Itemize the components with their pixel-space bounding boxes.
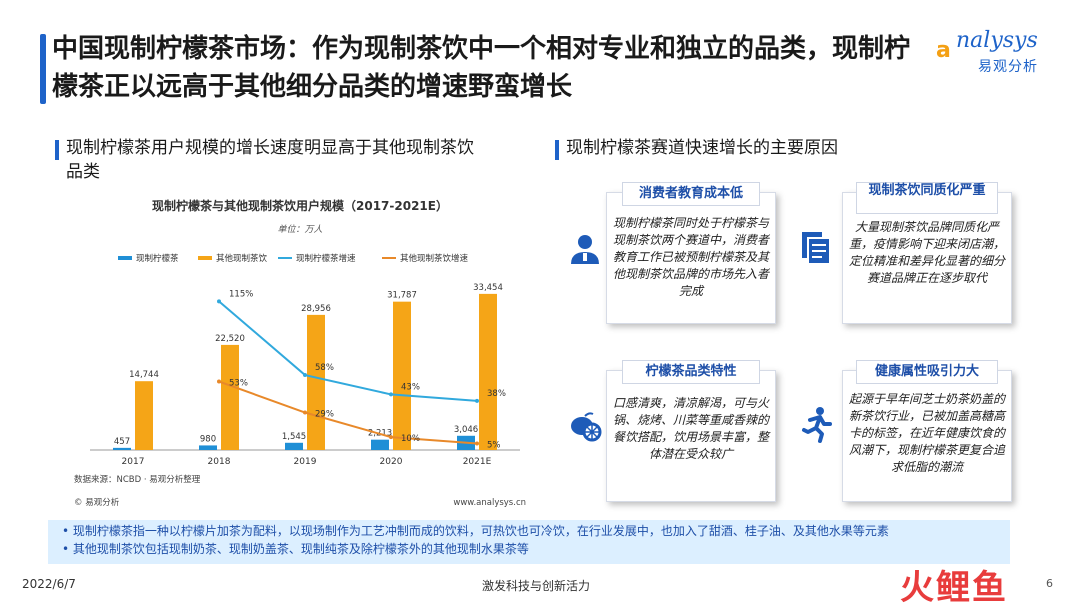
chart-title: 现制柠檬茶与其他现制茶饮用户规模（2017-2021E）	[152, 198, 448, 213]
bar-data-label: 980	[200, 434, 216, 444]
card-health-appeal: 起源于早年间芝士奶茶奶盖的新茶饮行业，已被加盖高糖高卡的标签，在近年健康饮食的风…	[842, 370, 1012, 502]
line-point	[303, 410, 307, 415]
card-consumer-education: 现制柠檬茶同时处于柠檬茶与现制茶饮两个赛道中，消费者教育工作已被预制柠檬茶及其他…	[606, 192, 776, 324]
bar-other-tea	[135, 381, 153, 450]
line-data-label: 5%	[487, 441, 501, 451]
line-point	[475, 441, 479, 446]
lemon-icon	[571, 412, 602, 442]
line-point	[217, 379, 221, 384]
bar-data-label: 22,520	[215, 334, 245, 344]
line-data-label: 53%	[229, 379, 248, 389]
watermark-logo: 火鲤鱼	[900, 568, 1008, 608]
footer-date: 2022/6/7	[22, 577, 76, 591]
legend-label: 现制柠檬茶增速	[296, 253, 356, 264]
brand-logo: a nalysys 易观分析	[936, 28, 1058, 78]
line-data-label: 115%	[229, 289, 253, 299]
left-section-bar	[55, 140, 59, 160]
line-data-label: 10%	[401, 434, 420, 444]
bar-lemon-tea	[371, 439, 389, 450]
card-lemon-tea-traits: 口感清爽，清凉解渴，可与火锅、烧烤、川菜等重咸香辣的餐饮搭配，饮用场景丰富，整体…	[606, 370, 776, 502]
x-tick-label: 2021E	[463, 457, 492, 467]
logo-cn: 易观分析	[978, 59, 1038, 75]
title-accent-bar	[40, 34, 46, 104]
footer-slogan: 激发科技与创新活力	[482, 579, 591, 593]
bar-data-label: 31,787	[387, 291, 417, 301]
bar-other-tea	[307, 314, 325, 450]
chart-url: www.analysys.cn	[453, 498, 526, 508]
page-title: 中国现制柠檬茶市场：作为现制茶饮中一个相对专业和独立的品类，现制柠檬茶正以远高于…	[52, 34, 911, 102]
line-other-tea-growth	[218, 380, 478, 445]
line-point	[303, 373, 307, 378]
line-lemon-tea-growth	[218, 300, 478, 402]
bar-lemon-tea	[113, 447, 131, 450]
documents-icon	[802, 232, 831, 265]
notes-box	[48, 520, 1010, 564]
bar-data-label: 33,454	[473, 283, 503, 293]
line-point	[389, 435, 393, 440]
bar-data-label: 28,956	[301, 304, 331, 314]
card-text: 口感清爽，清凉解渴，可与火锅、烧烤、川菜等重咸香辣的餐饮搭配，饮用场景丰富，整体…	[613, 396, 770, 461]
line-data-label: 29%	[315, 410, 334, 420]
left-section-heading: 现制柠檬茶用户规模的增长速度明显高于其他现制茶饮品类	[66, 138, 474, 182]
card-title: 柠檬茶品类特性	[622, 360, 760, 384]
line-point	[217, 299, 221, 304]
legend-swatch	[198, 256, 212, 260]
card-text: 大量现制茶饮品牌同质化严重，疫情影响下迎来闭店潮，定位精准和差异化显著的细分赛道…	[849, 220, 1006, 285]
card-text: 现制柠檬茶同时处于柠檬茶与现制茶饮两个赛道中，消费者教育工作已被预制柠檬茶及其他…	[613, 216, 770, 298]
user-icon	[571, 235, 599, 264]
line-point	[389, 392, 393, 397]
chart-source: 数据来源：NCBD · 易观分析整理	[74, 474, 201, 485]
page-number: 6	[1046, 577, 1053, 590]
card-title: 现制茶饮同质化严重	[856, 182, 998, 214]
card-homogenization: 大量现制茶饮品牌同质化严重，疫情影响下迎来闭店潮，定位精准和差异化显著的细分赛道…	[842, 192, 1012, 324]
chart-subtitle: 单位：万人	[277, 224, 322, 235]
card-text: 起源于早年间芝士奶茶奶盖的新茶饮行业，已被加盖高糖高卡的标签，在近年健康饮食的风…	[849, 392, 1006, 474]
bar-data-label: 1,545	[282, 432, 306, 442]
note-1-text: 现制柠檬茶指一种以柠檬片加茶为配料，以现场制作为工艺冲制而成的饮料，可热饮也可冷…	[72, 524, 889, 538]
x-tick-label: 2020	[380, 457, 403, 467]
line-point	[475, 398, 479, 403]
bar-other-tea	[479, 293, 497, 450]
runner-icon	[802, 407, 832, 443]
line-data-label: 43%	[401, 382, 420, 392]
chart-copyright: © 易观分析	[74, 497, 120, 508]
logo-arc-icon: a	[936, 38, 951, 63]
bar-data-label: 14,744	[129, 370, 159, 380]
note-1: • 现制柠檬茶指一种以柠檬片加茶为配料，以现场制作为工艺冲制而成的饮料，可热饮也…	[62, 524, 889, 538]
x-tick-label: 2019	[294, 457, 317, 467]
bar-lemon-tea	[199, 445, 217, 450]
bar-data-label: 3,046	[454, 425, 478, 435]
card-title: 消费者教育成本低	[622, 182, 760, 206]
note-2: • 其他现制茶饮包括现制奶茶、现制奶盖茶、现制纯茶及除柠檬茶外的其他现制水果茶等	[62, 542, 529, 556]
note-2-text: 其他现制茶饮包括现制奶茶、现制奶盖茶、现制纯茶及除柠檬茶外的其他现制水果茶等	[72, 542, 529, 556]
line-data-label: 38%	[487, 389, 506, 399]
logo-word: nalysys	[956, 28, 1038, 53]
bar-data-label: 457	[114, 437, 130, 447]
right-section-heading: 现制柠檬茶赛道快速增长的主要原因	[566, 138, 838, 158]
line-data-label: 58%	[315, 363, 334, 373]
bar-other-tea	[393, 301, 411, 450]
right-section-bar	[555, 140, 559, 160]
x-tick-label: 2018	[208, 457, 231, 467]
legend-label: 其他现制茶饮增速	[400, 253, 469, 264]
legend-label: 现制柠檬茶	[136, 253, 179, 264]
bar-lemon-tea	[285, 442, 303, 450]
legend-label: 其他现制茶饮	[216, 253, 268, 264]
card-title: 健康属性吸引力大	[856, 360, 998, 384]
legend-swatch	[118, 256, 132, 260]
x-tick-label: 2017	[122, 457, 145, 467]
bar-other-tea	[221, 344, 239, 450]
